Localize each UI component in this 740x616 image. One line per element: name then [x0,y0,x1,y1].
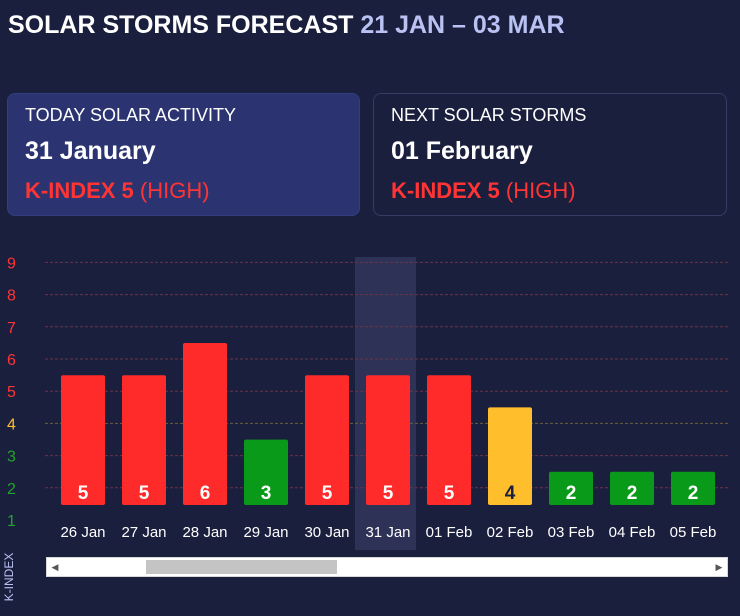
x-tick-label: 01 Feb [426,524,473,541]
x-tick-label: 04 Feb [609,524,656,541]
x-tick-label: 26 Jan [60,524,105,541]
y-tick-label: 8 [7,288,16,305]
bar [305,375,349,505]
today-card-date: 31 January [25,137,156,165]
x-tick-label: 05 Feb [670,524,717,541]
chart-horizontal-scrollbar[interactable]: ◀ ▶ [46,557,728,577]
page-title: SOLAR STORMS FORECAST 21 JAN – 03 MAR [8,11,565,40]
next-card-date: 01 February [391,137,533,165]
bar [61,375,105,505]
bar-value-label: 5 [322,483,333,504]
today-activity-card: TODAY SOLAR ACTIVITY 31 January K-INDEX … [7,93,360,216]
bar [366,375,410,505]
today-k-index-value: K-INDEX 5 [25,178,134,203]
scroll-thumb[interactable] [146,560,337,574]
next-card-label: NEXT SOLAR STORMS [391,105,587,125]
x-tick-label: 28 Jan [182,524,227,541]
today-k-index: K-INDEX 5 (HIGH) [25,178,210,204]
bar [183,343,227,505]
today-k-index-level: (HIGH) [139,178,210,203]
y-axis-label: K-INDEX [2,552,16,602]
bar [488,407,532,505]
bar-value-label: 5 [78,483,89,504]
y-tick-label: 9 [7,255,16,272]
bar-value-label: 2 [627,483,638,504]
y-tick-label: 2 [7,481,16,498]
x-tick-label: 02 Feb [487,524,534,541]
x-tick-label: 29 Jan [243,524,288,541]
next-k-index: K-INDEX 5 (HIGH) [391,178,576,204]
x-tick-label: 30 Jan [304,524,349,541]
bar-value-label: 6 [200,483,211,504]
date-range: 21 JAN – 03 MAR [360,11,565,39]
k-index-bar-chart: 1 2 3 4 5 6 7 8 9 5 26 Jan 5 27 Jan 6 28 Jan 3 29 Jan 5 30… [7,255,728,550]
x-tick-label: 27 Jan [121,524,166,541]
next-k-index-level: (HIGH) [505,178,576,203]
y-tick-label: 1 [7,513,16,530]
next-storms-card: NEXT SOLAR STORMS 01 February K-INDEX 5 … [373,93,727,216]
scroll-right-arrow-icon[interactable]: ▶ [715,562,723,572]
today-card-label: TODAY SOLAR ACTIVITY [25,105,237,125]
bar [671,471,715,505]
bar-value-label: 4 [505,483,516,504]
bar [244,439,288,505]
bar-value-label: 3 [261,483,272,504]
title-text: SOLAR STORMS FORECAST [8,11,354,39]
x-tick-label: 03 Feb [548,524,595,541]
y-tick-label: 5 [7,384,16,401]
y-tick-label: 3 [7,449,16,466]
next-k-index-value: K-INDEX 5 [391,178,500,203]
bar-value-label: 2 [688,483,699,504]
x-tick-label: 31 Jan [365,524,410,541]
scroll-left-arrow-icon[interactable]: ◀ [51,562,59,572]
y-tick-label: 7 [7,320,16,337]
bar [427,375,471,505]
y-tick-label: 4 [7,416,16,433]
bar [610,471,654,505]
bar-value-label: 5 [139,483,150,504]
y-tick-label: 6 [7,352,16,369]
bar-value-label: 5 [444,483,455,504]
bar-value-label: 2 [566,483,577,504]
bar [549,471,593,505]
bar-value-label: 5 [383,483,394,504]
bar [122,375,166,505]
